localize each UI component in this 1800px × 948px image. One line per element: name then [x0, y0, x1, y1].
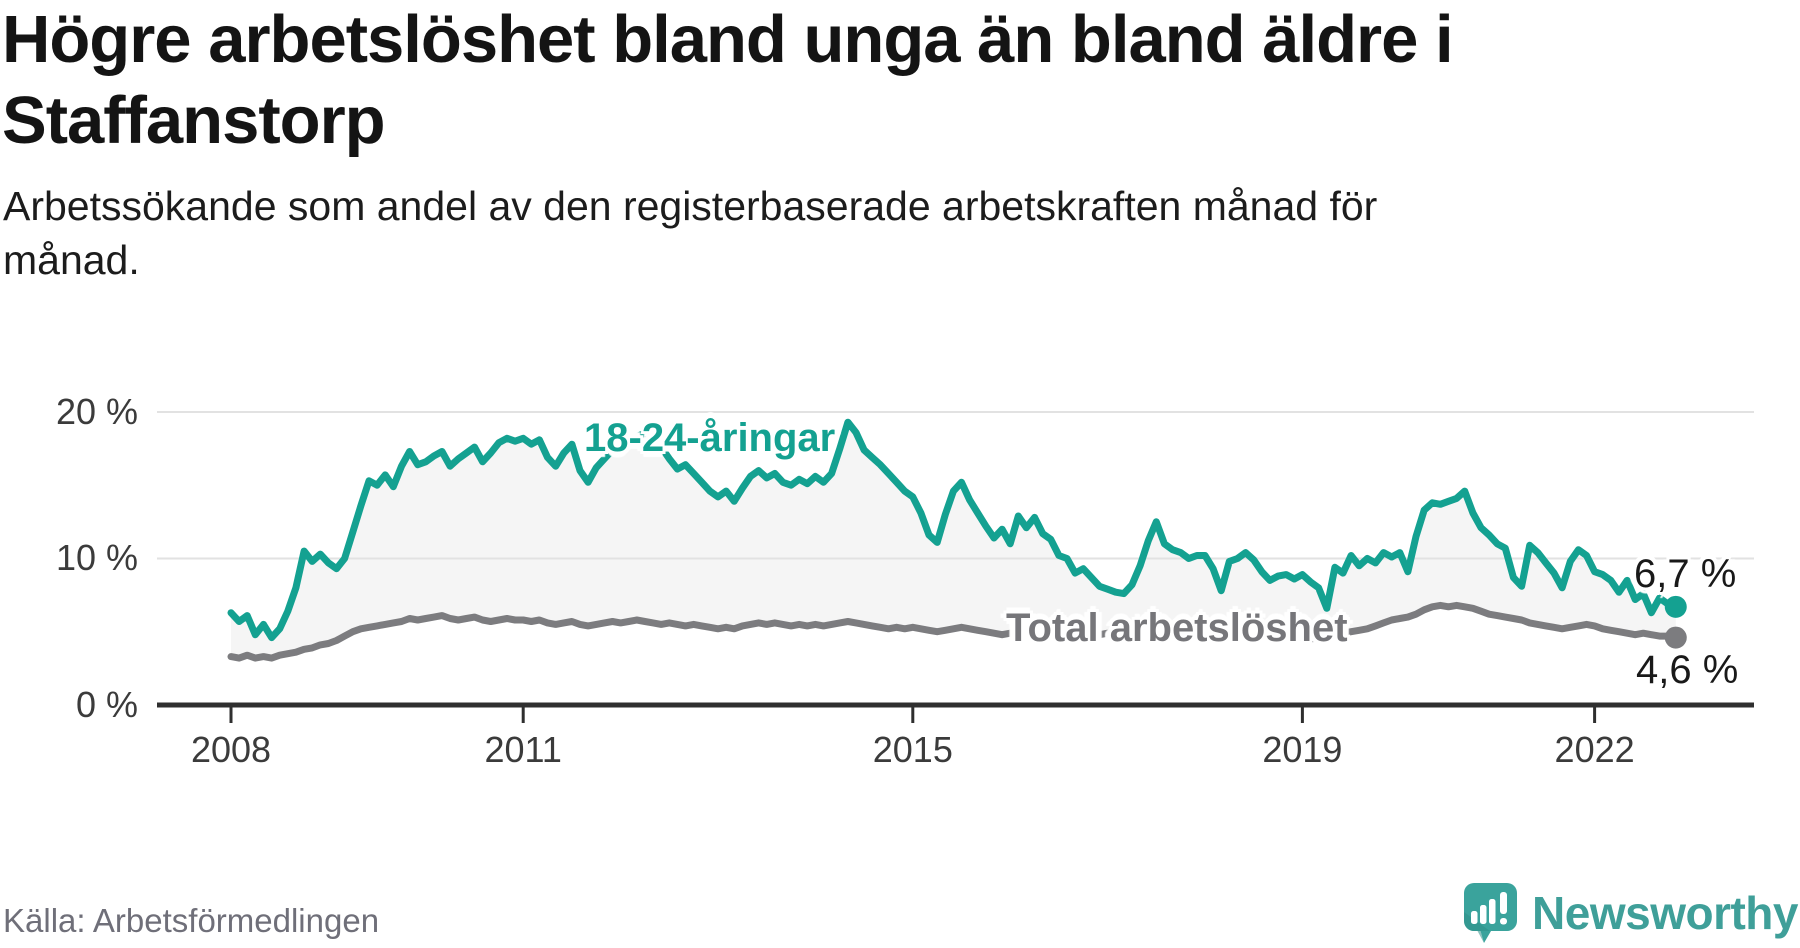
x-tick-label-2015: 2015: [872, 729, 953, 770]
line-youth-unemployment: [227, 418, 1680, 642]
newsworthy-wordmark: Newsworthy: [1532, 887, 1798, 939]
end-value-label-youth: 6,7 %: [1634, 552, 1737, 596]
end-dot-total: [1664, 626, 1687, 649]
page-title-line-1: Högre arbetslöshet bland unga än bland ä…: [2, 2, 1454, 77]
x-tick-label-2008: 2008: [190, 729, 272, 770]
y-tick-label-10: 10 %: [55, 537, 138, 579]
x-tick-label-2022: 2022: [1554, 729, 1635, 770]
line-total-unemployment: [227, 601, 1680, 662]
y-tick-label-0: 0 %: [75, 684, 138, 725]
series-label-total: Total arbetslöshet: [1006, 606, 1348, 650]
chart-subtitle-line-2: månad.: [3, 237, 140, 283]
newsworthy-branding: Newsworthy: [1462, 882, 1798, 944]
chart-subtitle-line-1: Arbetssökande som andel av den registerb…: [3, 183, 1378, 229]
series-label-youth: 18-24-åringar: [584, 416, 836, 460]
y-tick-label-20: 20 %: [55, 390, 138, 432]
end-value-label-total: 4,6 %: [1636, 648, 1739, 692]
source-attribution: Källa: Arbetsförmedlingen: [3, 902, 380, 939]
page-title-line-2: Staffanstorp: [2, 83, 386, 158]
newsworthy-logo-icon: [1464, 883, 1518, 943]
x-tick-label-2019: 2019: [1262, 729, 1343, 770]
end-dot-youth: [1664, 595, 1687, 618]
x-tick-label-2011: 2011: [484, 729, 562, 770]
